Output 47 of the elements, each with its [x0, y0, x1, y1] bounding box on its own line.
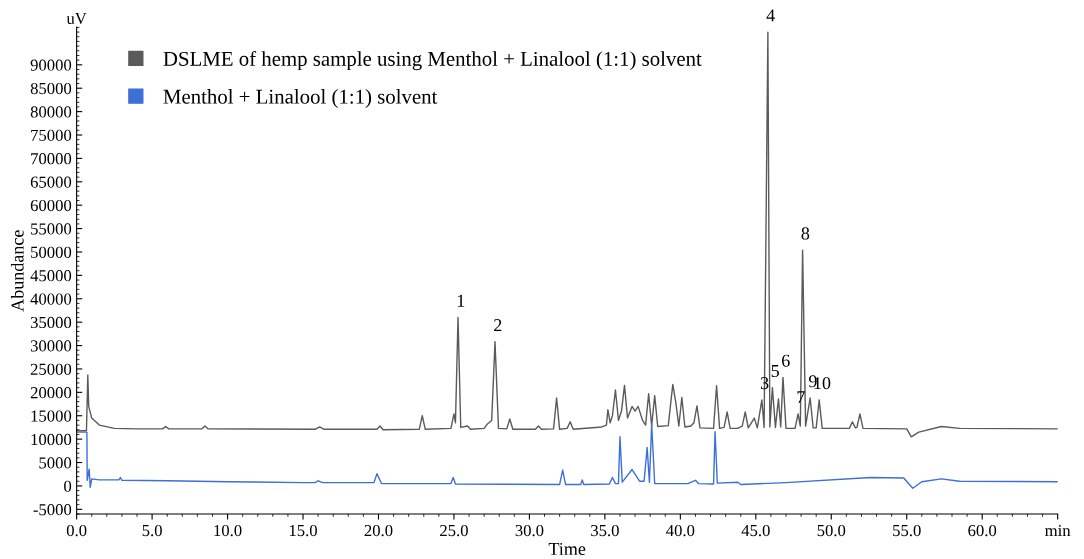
x-tick-label: 40.0 [666, 524, 695, 537]
y-tick-label: 35000 [30, 316, 72, 329]
annotation: 6 [782, 354, 790, 367]
x-tick-label: 45.0 [741, 524, 770, 537]
y-tick-label: 80000 [30, 106, 72, 118]
x-tick-label: 50.0 [817, 524, 846, 537]
y-tick-label: 75000 [31, 129, 72, 141]
y-tick-label: 25000 [30, 363, 72, 375]
y-tick-label: 10000 [31, 433, 72, 446]
line-series [76, 31, 1058, 438]
x-tick-label: 25.0 [440, 524, 468, 537]
x-tick-label: 55.0 [893, 524, 921, 537]
y-tick-label: 90000 [30, 59, 72, 71]
x-tick-label: 0.0 [66, 524, 87, 537]
y-tick-label: 55000 [31, 223, 72, 235]
annotation: 5 [771, 365, 779, 378]
x-tick-label: 60.0 [968, 524, 997, 537]
y-tick-label: 40000 [30, 293, 72, 305]
annotation: 4 [766, 9, 775, 22]
x-tick-label: min [1045, 524, 1071, 536]
y-tick-label: 50000 [31, 246, 72, 258]
y-tick-label: 70000 [31, 153, 72, 165]
y-axis-title: Abundance [10, 230, 24, 312]
text: uV [66, 12, 87, 25]
x-tick-label: 10.0 [214, 524, 242, 537]
x-tick-label: 20.0 [364, 524, 393, 537]
y-tick-label: 5000 [39, 457, 72, 469]
y-tick-label: 20000 [30, 387, 72, 399]
x-tick-label: 15.0 [289, 524, 317, 537]
legend-label: Menthol + Linalool (1:1) solvent [163, 89, 438, 108]
line-series [76, 423, 1058, 489]
annotation: 8 [801, 227, 810, 240]
y-tick-label: -5000 [33, 504, 72, 516]
x-axis-title: Time [548, 542, 586, 556]
x-tick-label: 35.0 [591, 524, 619, 537]
y-tick-label: 85000 [30, 82, 72, 95]
y-tick-label: 45000 [30, 270, 72, 282]
y-tick-label: 30000 [30, 340, 72, 352]
y-tick-label: 65000 [30, 176, 72, 188]
y-tick-label: 0 [64, 480, 72, 492]
x-tick-label: 5.0 [142, 524, 162, 537]
x-tick-label: 30.0 [515, 524, 544, 537]
annotation: 1 [457, 294, 465, 307]
y-tick-label: 15000 [31, 410, 72, 422]
annotation: 2 [494, 319, 502, 332]
legend-label: DSLME of hemp sample using Menthol + Linalool (1:1) solvent [163, 51, 702, 71]
y-tick-label: 60000 [30, 199, 72, 212]
